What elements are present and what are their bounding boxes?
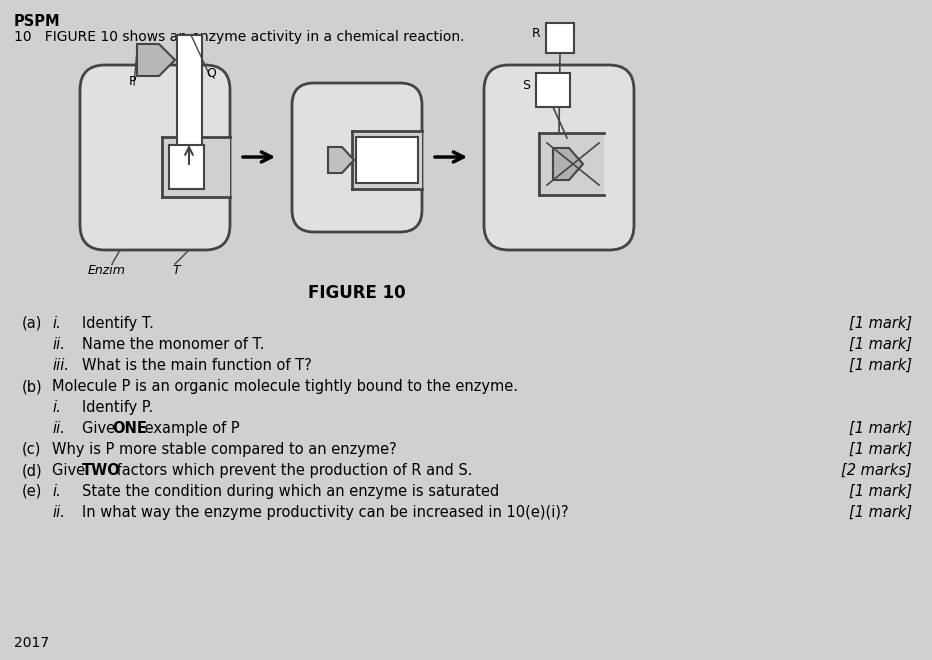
Bar: [539, 133, 604, 195]
Polygon shape: [553, 148, 583, 180]
Text: iii.: iii.: [52, 358, 69, 373]
Text: Identify T.: Identify T.: [82, 316, 154, 331]
Text: [2 marks]: [2 marks]: [842, 463, 912, 478]
Bar: [546, 23, 574, 53]
Bar: [352, 131, 422, 189]
Text: Give: Give: [82, 421, 119, 436]
Text: [1 mark]: [1 mark]: [849, 505, 912, 520]
Text: Give: Give: [52, 463, 89, 478]
Text: S: S: [522, 79, 530, 92]
Text: factors which prevent the production of R and S.: factors which prevent the production of …: [112, 463, 473, 478]
Text: P: P: [129, 75, 136, 88]
Text: Q: Q: [206, 67, 216, 80]
Text: R: R: [532, 27, 541, 40]
FancyBboxPatch shape: [484, 65, 634, 250]
Text: T: T: [172, 264, 180, 277]
Bar: [169, 145, 204, 189]
Text: ii.: ii.: [52, 421, 65, 436]
Polygon shape: [137, 44, 175, 76]
Text: [1 mark]: [1 mark]: [849, 316, 912, 331]
Text: Enzim: Enzim: [88, 264, 126, 277]
Text: TWO: TWO: [82, 463, 121, 478]
Text: (c): (c): [22, 442, 41, 457]
Text: 10   FIGURE 10 shows an enzyme activity in a chemical reaction.: 10 FIGURE 10 shows an enzyme activity in…: [14, 30, 464, 44]
Text: Name the monomer of T.: Name the monomer of T.: [82, 337, 265, 352]
Text: In what way the enzyme productivity can be increased in 10(e)(i)?: In what way the enzyme productivity can …: [82, 505, 569, 520]
Text: [1 mark]: [1 mark]: [849, 421, 912, 436]
Text: example of P: example of P: [140, 421, 240, 436]
Bar: [356, 137, 418, 183]
Text: ii.: ii.: [52, 337, 65, 352]
Text: (b): (b): [22, 379, 43, 394]
Text: [1 mark]: [1 mark]: [849, 358, 912, 373]
Text: What is the main function of T?: What is the main function of T?: [82, 358, 311, 373]
Polygon shape: [328, 147, 354, 173]
Text: ii.: ii.: [52, 505, 65, 520]
FancyBboxPatch shape: [80, 65, 230, 250]
Text: [1 mark]: [1 mark]: [849, 337, 912, 352]
Text: (e): (e): [22, 484, 42, 499]
Text: i.: i.: [52, 484, 61, 499]
Text: i.: i.: [52, 316, 61, 331]
Text: Molecule P is an organic molecule tightly bound to the enzyme.: Molecule P is an organic molecule tightl…: [52, 379, 518, 394]
Text: i.: i.: [52, 400, 61, 415]
Text: (d): (d): [22, 463, 43, 478]
Text: PSPM: PSPM: [14, 14, 61, 29]
FancyBboxPatch shape: [292, 83, 422, 232]
Text: Why is P more stable compared to an enzyme?: Why is P more stable compared to an enzy…: [52, 442, 397, 457]
Bar: [536, 73, 570, 107]
Text: 2017: 2017: [14, 636, 49, 650]
Bar: [162, 137, 230, 197]
Text: FIGURE 10: FIGURE 10: [308, 284, 405, 302]
Text: State the condition during which an enzyme is saturated: State the condition during which an enzy…: [82, 484, 500, 499]
Text: [1 mark]: [1 mark]: [849, 442, 912, 457]
Bar: [177, 35, 202, 185]
Text: ONE: ONE: [112, 421, 147, 436]
Text: Identify P.: Identify P.: [82, 400, 153, 415]
Text: [1 mark]: [1 mark]: [849, 484, 912, 499]
Text: (a): (a): [22, 316, 42, 331]
